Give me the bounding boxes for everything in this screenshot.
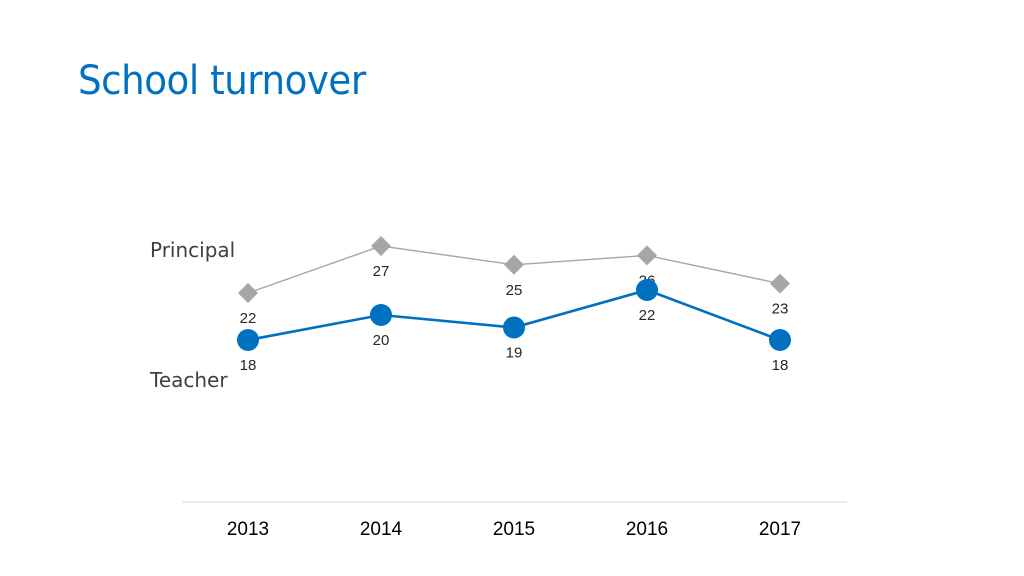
x-tick-label-2014: 2014 (360, 519, 403, 540)
data-point-teacher-2014 (370, 304, 392, 326)
data-point-teacher-2013 (237, 329, 259, 351)
data-label-principal-2015: 25 (506, 282, 523, 299)
data-point-teacher-2016 (636, 279, 658, 301)
data-label-teacher-2016: 22 (639, 307, 656, 324)
data-point-principal-2013 (238, 283, 258, 303)
data-label-principal-2014: 27 (373, 263, 390, 280)
data-label-principal-2017: 23 (772, 301, 789, 318)
page-title: School turnover (78, 58, 366, 104)
data-point-teacher-2017 (769, 329, 791, 351)
data-point-principal-2016 (637, 245, 657, 266)
x-tick-label-2013: 2013 (227, 519, 269, 540)
data-point-teacher-2015 (503, 316, 525, 339)
data-point-principal-2017 (770, 273, 790, 294)
data-label-teacher-2017: 18 (772, 357, 789, 374)
data-point-principal-2014 (371, 236, 391, 256)
series-label-teacher: Teacher (149, 368, 228, 392)
data-label-teacher-2015: 19 (506, 345, 523, 362)
series-label-principal: Principal (150, 238, 235, 262)
data-label-principal-2013: 22 (240, 310, 257, 327)
data-point-principal-2015 (504, 254, 524, 275)
x-tick-label-2015: 2015 (493, 519, 535, 540)
x-tick-label-2016: 2016 (626, 519, 668, 540)
data-label-teacher-2013: 18 (240, 357, 257, 374)
data-label-teacher-2014: 20 (373, 332, 390, 349)
x-tick-label-2017: 2017 (759, 519, 801, 540)
